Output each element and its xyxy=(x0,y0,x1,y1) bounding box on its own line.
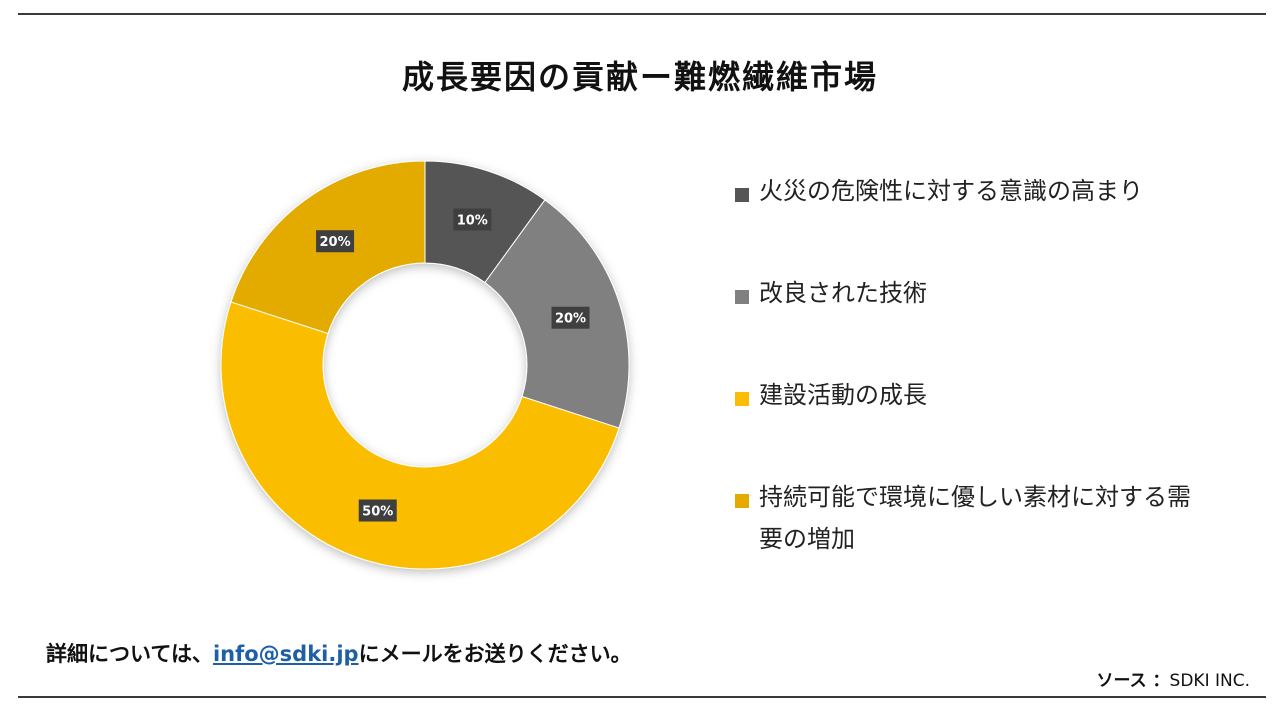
legend-label: 建設活動の成長 xyxy=(759,381,927,409)
contact-suffix: にメールをお送りください。 xyxy=(358,642,632,666)
legend-swatch xyxy=(735,290,749,304)
data-label: 50% xyxy=(358,499,397,522)
legend-label: 改良された技術 xyxy=(759,279,927,307)
legend-item-sustainable-demand: 持続可能で環境に優しい素材に対する需要の増加 xyxy=(735,483,1209,560)
svg-text:20%: 20% xyxy=(320,235,351,250)
email-link[interactable]: info@sdki.jp xyxy=(212,642,359,666)
chart-title: 成長要因の貢献ー難燃繊維市場 xyxy=(401,58,878,96)
source-credit: ソース ：SDKI INC. xyxy=(1096,666,1250,691)
data-label: 20% xyxy=(316,230,355,253)
source-value: SDKI INC. xyxy=(1169,671,1250,691)
top-rule xyxy=(18,13,1266,15)
bottom-rule xyxy=(18,696,1266,698)
legend-swatch xyxy=(735,494,749,508)
legend-swatch xyxy=(735,392,749,406)
legend-item-construction-growth: 建設活動の成長 xyxy=(735,381,1209,416)
legend-label: 火災の危険性に対する意識の高まり xyxy=(759,177,1143,205)
legend-swatch xyxy=(735,188,749,202)
source-label: ソース ： xyxy=(1096,671,1170,691)
contact-prefix: 詳細については、 xyxy=(46,642,213,666)
legend-item-fire-awareness: 火災の危険性に対する意識の高まり xyxy=(735,177,1209,212)
donut-chart: 10% 20% 50% 20% xyxy=(220,160,630,570)
data-label: 10% xyxy=(453,208,492,231)
slice-construction-growth xyxy=(220,301,620,570)
data-label: 20% xyxy=(551,306,590,329)
legend-label: 持続可能で環境に優しい素材に対する需要の増加 xyxy=(759,483,1191,553)
contact-note: 詳細については、info@sdki.jpにメールをお送りください。 xyxy=(46,638,632,668)
svg-text:20%: 20% xyxy=(555,312,586,327)
svg-text:10%: 10% xyxy=(457,213,488,228)
svg-text:50%: 50% xyxy=(362,505,393,520)
legend-item-improved-technology: 改良された技術 xyxy=(735,279,1209,314)
